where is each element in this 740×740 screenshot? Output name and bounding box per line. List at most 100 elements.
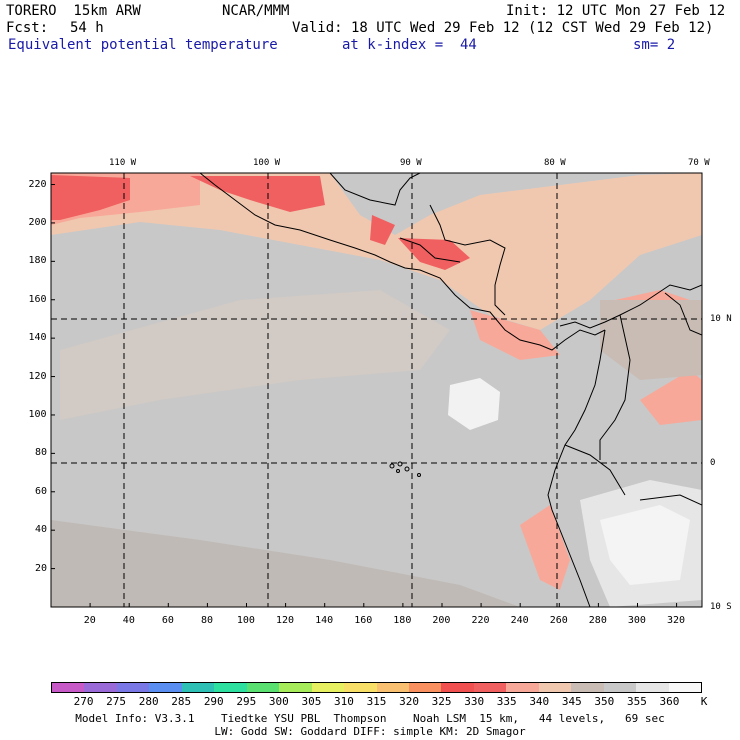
colorbar-label-315: 315: [366, 695, 387, 708]
x-tick-40: 40: [122, 615, 135, 626]
colorbar-segment-12: [441, 683, 474, 692]
colorbar-segment-19: [668, 683, 702, 692]
colorbar-unit: K: [700, 695, 708, 708]
lat-label-10s: 10 S: [710, 602, 732, 612]
x-tick-140: 140: [315, 615, 334, 626]
x-tick-20: 20: [83, 615, 96, 626]
coldest-region-south-america: [600, 505, 690, 585]
colorbar-label-280: 280: [138, 695, 159, 708]
init-time: Init: 12 UTC Mon 27 Feb 12: [506, 3, 726, 19]
y-tick-140: 140: [28, 332, 47, 344]
x-tick-160: 160: [354, 615, 373, 626]
model-info-line1: Model Info: V3.3.1 Tiedtke YSU PBL Thomp…: [75, 712, 665, 725]
lon-label-110w: 110 W: [109, 158, 137, 168]
colorbar-label-300: 300: [268, 695, 289, 708]
colorbar-segment-17: [603, 683, 637, 692]
colorbar-segment-0: [52, 683, 85, 692]
hot-region-northwest: [51, 175, 130, 220]
colorbar: [51, 682, 702, 693]
north-coast-south-america: [559, 284, 702, 329]
smoothing-label: sm= 2: [633, 37, 676, 53]
y-tick-160: 160: [28, 293, 47, 305]
colorbar-label-295: 295: [236, 695, 257, 708]
border-guatemala-honduras: [399, 237, 461, 263]
y-tick-180: 180: [28, 255, 47, 267]
lon-label-80w: 80 W: [544, 158, 566, 168]
lat-label-0: 0: [710, 458, 716, 468]
colorbar-label-285: 285: [171, 695, 192, 708]
colorbar-segment-18: [636, 683, 669, 692]
colorbar-label-355: 355: [626, 695, 647, 708]
colorbar-label-290: 290: [203, 695, 224, 708]
lat-label-10n: 10 N: [710, 314, 732, 324]
west-coast-south-america: [547, 329, 606, 607]
galapagos-islands: [389, 461, 421, 477]
colorbar-label-345: 345: [561, 695, 582, 708]
mid-band: [60, 290, 450, 420]
forecast-label: Fcst:: [6, 20, 49, 36]
x-tick-80: 80: [200, 615, 214, 626]
colorbar-label-330: 330: [464, 695, 485, 708]
colorbar-segment-6: [246, 683, 280, 692]
colorbar-label-275: 275: [106, 695, 127, 708]
level-index: at k-index = 44: [342, 37, 477, 53]
warm-band-north: [51, 173, 702, 330]
y-tick-100: 100: [28, 408, 47, 420]
hot-region-honduras: [398, 238, 470, 270]
center-label: NCAR/MMM: [222, 3, 290, 19]
colorbar-segment-5: [214, 683, 247, 692]
y-tick-80: 80: [35, 447, 48, 459]
y-tick-20: 20: [35, 562, 48, 574]
colorbar-segment-14: [506, 683, 539, 692]
warm-region-costa-rica: [470, 310, 560, 360]
colorbar-label-325: 325: [431, 695, 452, 708]
y-tick-40: 40: [35, 524, 48, 536]
y-tick-200: 200: [28, 216, 47, 228]
colorbar-label-270: 270: [73, 695, 94, 708]
lon-label-70w: 70 W: [688, 158, 710, 168]
grid-tick-marks: [51, 184, 678, 607]
y-tick-220: 220: [28, 178, 47, 190]
colorbar-segment-1: [84, 683, 117, 692]
x-tick-120: 120: [275, 615, 295, 626]
x-tick-60: 60: [161, 615, 174, 626]
colorbar-label-320: 320: [399, 695, 419, 708]
colorbar-segment-2: [116, 683, 150, 692]
colorbar-segment-16: [571, 683, 604, 692]
warm-region-amazon: [640, 370, 702, 425]
hot-region-mexico: [190, 176, 325, 212]
field-name: Equivalent potential temperature: [8, 37, 278, 53]
pacific-coastline: [199, 173, 606, 351]
colorbar-label-335: 335: [496, 695, 517, 708]
colorbar-segment-11: [408, 683, 442, 692]
cold-spot-pacific: [448, 378, 500, 430]
colorbar-label-350: 350: [594, 695, 615, 708]
colorbar-label-340: 340: [529, 695, 550, 708]
cool-region-colombia: [600, 300, 702, 380]
plot-frame: [50, 172, 703, 608]
lake-maracaibo: [664, 292, 702, 336]
colorbar-segment-4: [181, 683, 215, 692]
colorbar-label-305: 305: [301, 695, 322, 708]
x-tick-280: 280: [588, 615, 607, 626]
model-info-line2: LW: Godd SW: Goddard DIFF: simple KM: 2D…: [214, 725, 526, 738]
colorbar-segment-7: [279, 683, 312, 692]
yucatan-coastline: [329, 173, 421, 206]
colorbar-segment-9: [344, 683, 377, 692]
forecast-hours: 54 h: [70, 20, 104, 36]
colorbar-segment-8: [311, 683, 345, 692]
lon-label-90w: 90 W: [400, 158, 422, 168]
model-title: TORERO 15km ARW: [6, 3, 141, 19]
lat-lon-grid: [51, 173, 702, 607]
colorbar-segment-15: [538, 683, 572, 692]
border-peru-brazil: [639, 494, 702, 506]
colorbar-label-360: 360: [659, 695, 680, 708]
x-tick-300: 300: [627, 615, 646, 626]
x-tick-320: 320: [666, 615, 686, 626]
lon-label-100w: 100 W: [253, 158, 281, 168]
colorbar-label-310: 310: [334, 695, 354, 708]
y-tick-120: 120: [28, 370, 47, 382]
x-tick-100: 100: [236, 615, 255, 626]
x-tick-240: 240: [510, 615, 529, 626]
